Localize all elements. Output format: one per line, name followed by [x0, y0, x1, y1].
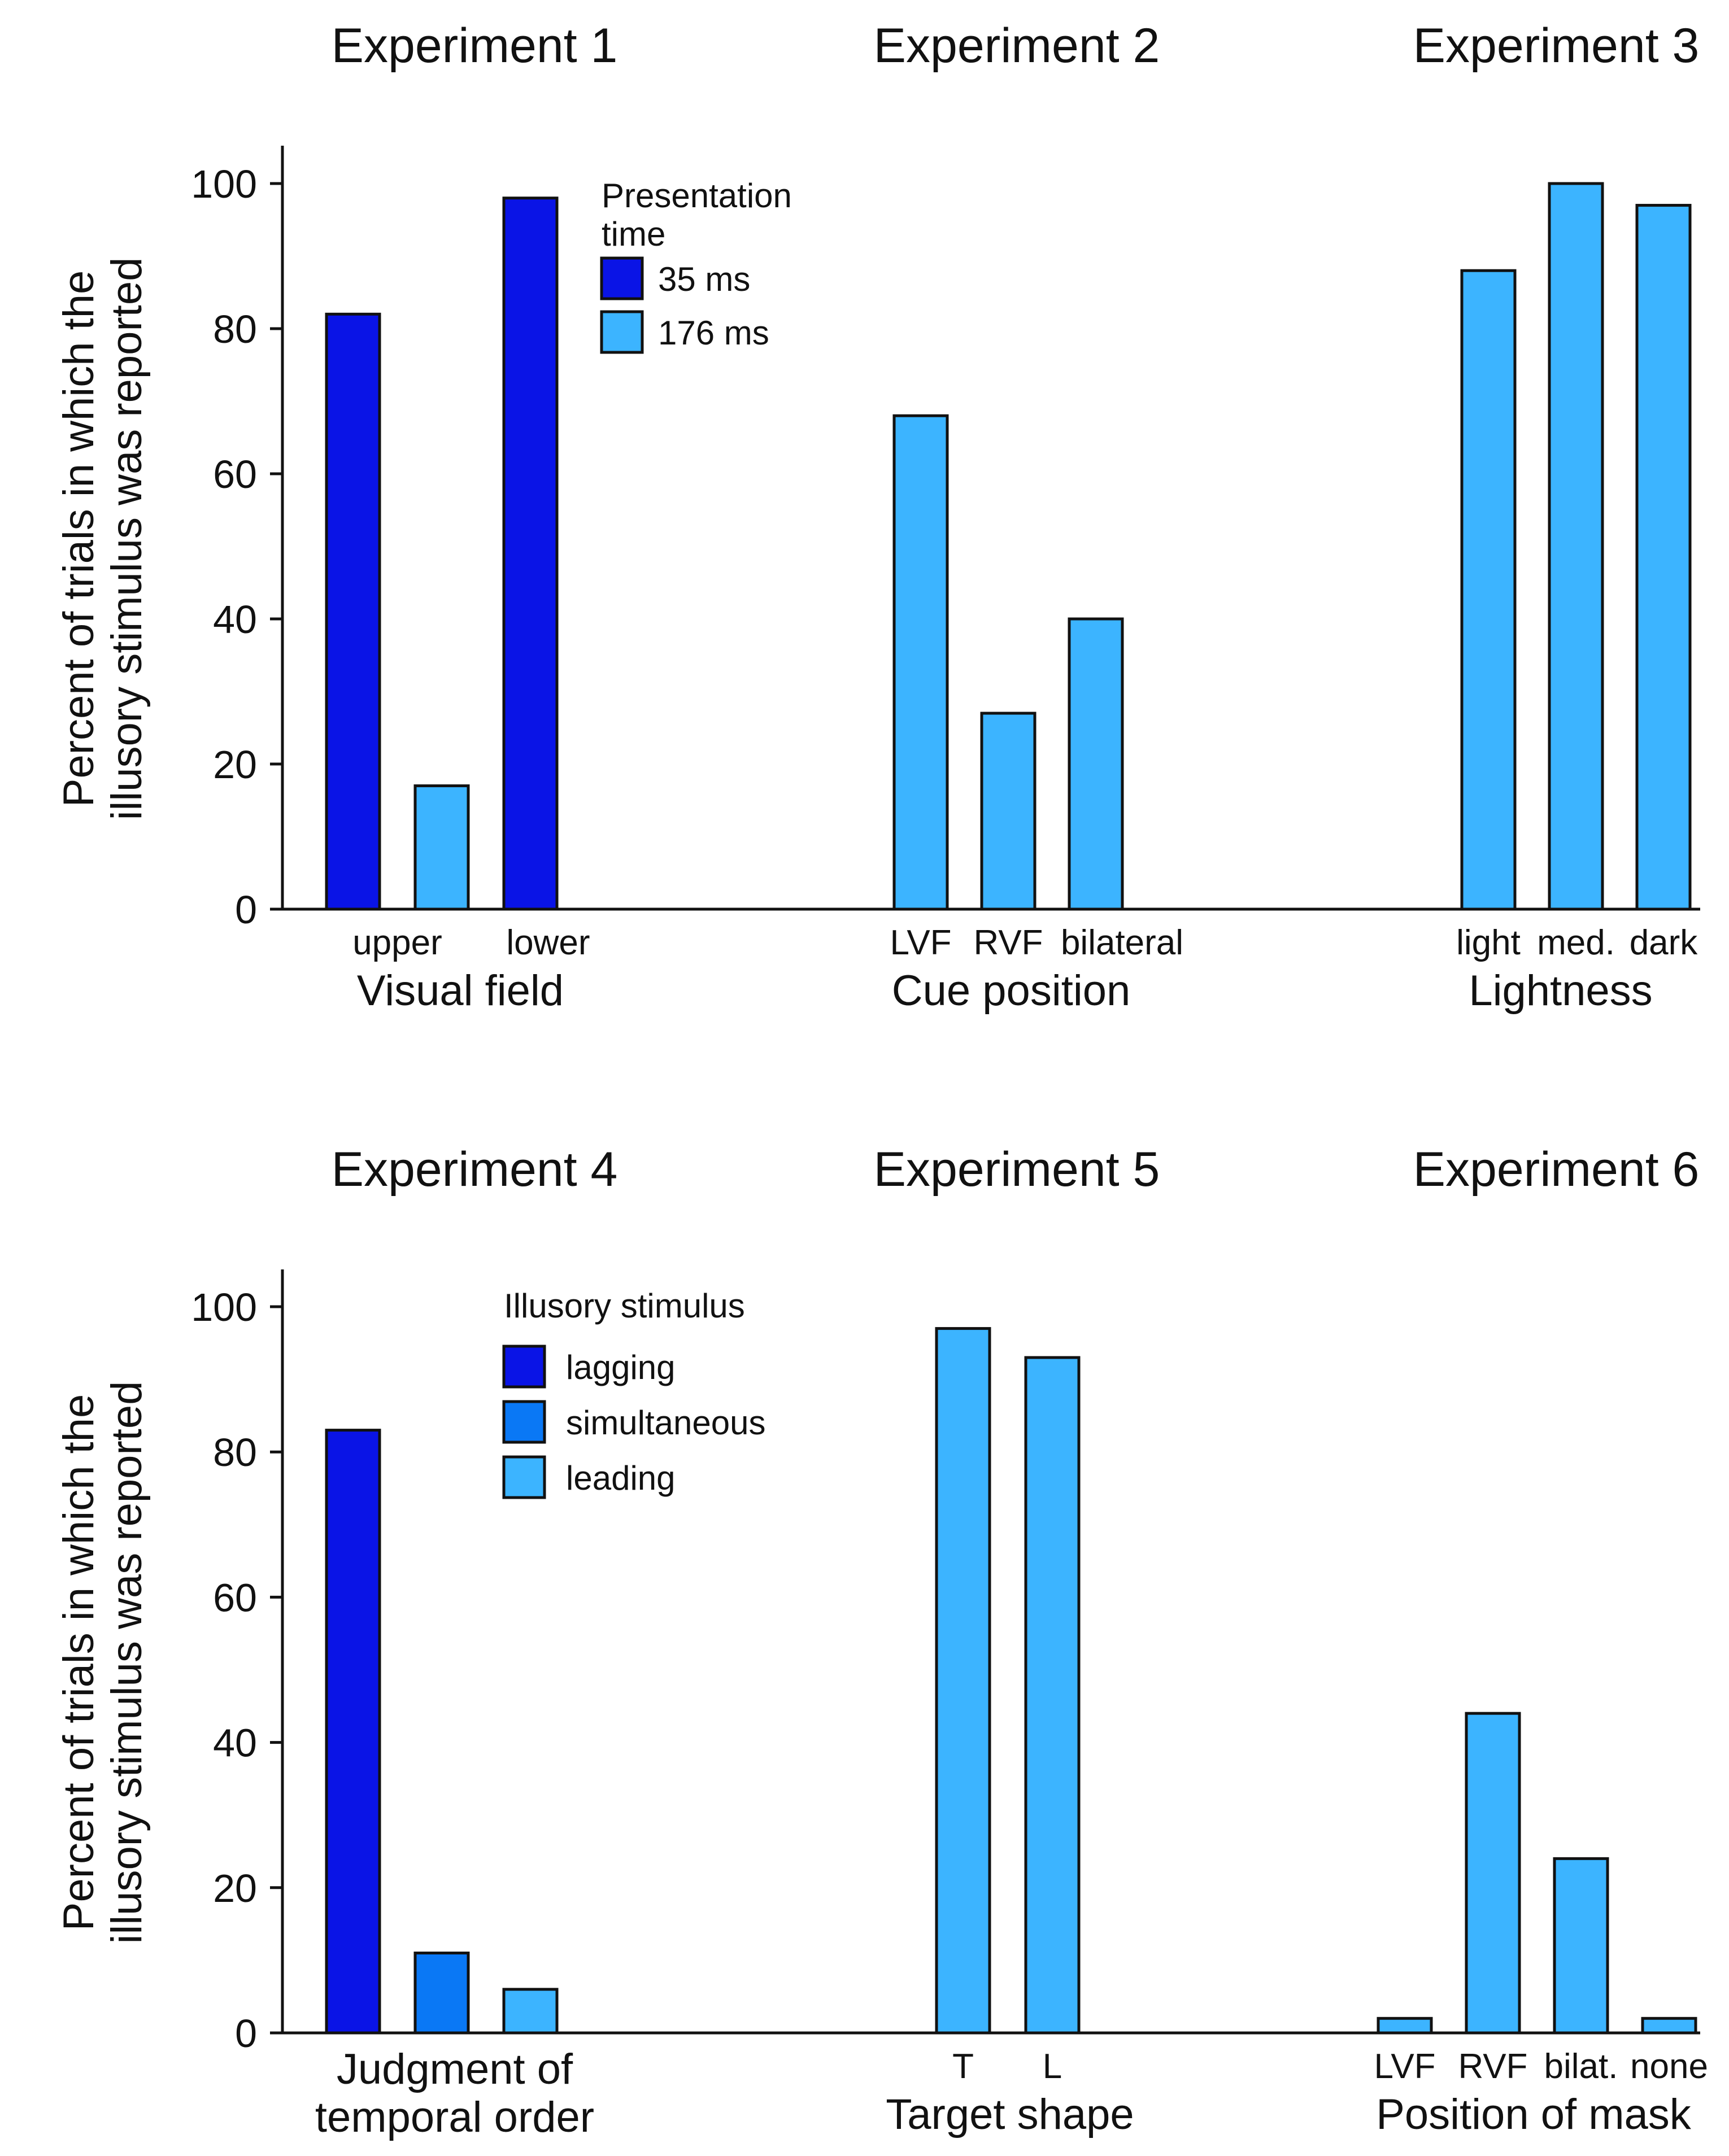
bar	[1548, 182, 1604, 911]
category-label: L	[1043, 2047, 1062, 2086]
legend-label: 35 ms	[658, 260, 750, 298]
category-label: RVF	[974, 923, 1043, 962]
y-tick-label: 0	[235, 2011, 257, 2055]
y-axis-label-line: illusory stimulus was reported	[103, 258, 151, 820]
bar	[1553, 1857, 1609, 2035]
group-axis-label: temporal order	[315, 2093, 594, 2141]
bar	[1465, 1712, 1521, 2035]
category-label: RVF	[1458, 2047, 1528, 2086]
category-label: LVF	[1374, 2047, 1435, 2086]
y-tick-label: 20	[213, 1866, 257, 1910]
legend-swatch	[502, 1400, 546, 1444]
experiment-title: Experiment 6	[1413, 1142, 1700, 1197]
legend-label: lagging	[566, 1348, 676, 1386]
category-label: none	[1630, 2047, 1708, 2086]
bar	[980, 712, 1036, 911]
legend-title: Illusory stimulus	[504, 1287, 745, 1325]
bar	[1377, 2017, 1433, 2035]
category-label: dark	[1630, 923, 1698, 962]
y-tick-label: 100	[191, 1285, 257, 1329]
y-tick-label: 60	[213, 452, 257, 496]
category-label: light	[1456, 923, 1521, 962]
category-label: T	[952, 2047, 974, 2086]
y-axis-label-line: Percent of trials in which the	[55, 270, 103, 807]
group-axis-label: Cue position	[892, 967, 1131, 1015]
bar	[1641, 2017, 1697, 2035]
legend-label: 176 ms	[658, 314, 769, 352]
y-tick-label: 0	[235, 888, 257, 932]
legend-label: simultaneous	[566, 1404, 766, 1442]
bar	[1635, 204, 1692, 911]
category-label: bilat.	[1544, 2047, 1618, 2086]
legend-swatch	[600, 310, 644, 354]
legend-swatch	[502, 1455, 546, 1499]
bar	[325, 1429, 381, 2035]
y-tick-label: 80	[213, 307, 257, 351]
experiment-title: Experiment 4	[332, 1142, 618, 1197]
category-label: lower	[506, 923, 590, 962]
bar	[413, 784, 470, 911]
bar	[413, 1952, 470, 2035]
experiment-title: Experiment 1	[332, 19, 618, 73]
group-axis-label: Lightness	[1469, 967, 1652, 1015]
y-tick-label: 40	[213, 1721, 257, 1765]
experiment-title: Experiment 5	[874, 1142, 1160, 1197]
legend-swatch	[600, 256, 644, 300]
bar	[1068, 617, 1124, 911]
legend-title: time	[602, 215, 665, 253]
bar	[502, 197, 559, 911]
category-label: LVF	[890, 923, 951, 962]
y-axis-label-line: Percent of trials in which the	[55, 1394, 103, 1931]
bar	[325, 312, 381, 911]
group-axis-label: Judgment of	[337, 2045, 573, 2093]
bar	[1024, 1356, 1081, 2035]
legend-swatch	[502, 1345, 546, 1389]
y-tick-label: 20	[213, 743, 257, 787]
bar	[892, 414, 949, 911]
category-label: med.	[1537, 923, 1615, 962]
y-tick-label: 100	[191, 162, 257, 206]
y-tick-label: 60	[213, 1575, 257, 1620]
group-axis-label: Target shape	[886, 2090, 1134, 2138]
group-axis-label: Visual field	[357, 967, 564, 1015]
y-axis-label-line: illusory stimulus was reported	[103, 1381, 151, 1944]
group-axis-label: Position of mask	[1376, 2090, 1692, 2138]
bar	[502, 1988, 559, 2035]
category-label: bilateral	[1061, 923, 1183, 962]
legend-label: leading	[566, 1459, 676, 1497]
y-tick-label: 80	[213, 1430, 257, 1474]
experiment-title: Experiment 2	[874, 19, 1160, 73]
y-tick-label: 40	[213, 597, 257, 641]
bar	[1460, 269, 1517, 911]
bar	[935, 1327, 991, 2035]
legend-title: Presentation	[602, 177, 792, 215]
experiment-title: Experiment 3	[1413, 19, 1700, 73]
category-label: upper	[352, 923, 442, 962]
